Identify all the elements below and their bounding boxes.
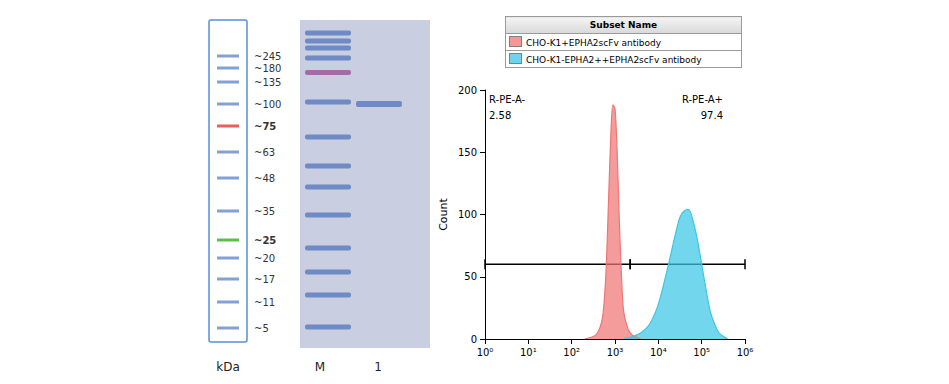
html-text:Subset Name: Subset Name: [589, 20, 658, 30]
svg-text:~17: ~17: [254, 274, 275, 285]
svg-text:~180: ~180: [254, 63, 281, 74]
svg-text:~11: ~11: [254, 297, 275, 308]
svg-text:M: M: [315, 360, 325, 374]
svg-text:~100: ~100: [254, 99, 281, 110]
svg-text:10²: 10²: [563, 347, 580, 358]
svg-text:10⁶: 10⁶: [737, 347, 754, 358]
svg-text:~135: ~135: [254, 77, 281, 88]
svg-text:~63: ~63: [254, 147, 275, 158]
svg-text:~48: ~48: [254, 173, 275, 184]
svg-text:0: 0: [471, 334, 477, 345]
svg-text:97.4: 97.4: [701, 110, 723, 121]
svg-text:10⁰: 10⁰: [477, 347, 494, 358]
svg-text:150: 150: [458, 147, 477, 158]
svg-text:Count: Count: [437, 197, 450, 230]
svg-text:10³: 10³: [607, 347, 624, 358]
svg-text:1: 1: [374, 360, 382, 374]
svg-text:10⁴: 10⁴: [650, 347, 667, 358]
svg-text:50: 50: [464, 271, 477, 282]
svg-text:R-PE-A-: R-PE-A-: [489, 94, 526, 105]
svg-text:10¹: 10¹: [520, 347, 537, 358]
svg-text:2.58: 2.58: [489, 110, 511, 121]
svg-text:~5: ~5: [254, 323, 269, 334]
svg-text:R-PE-A+: R-PE-A+: [682, 94, 723, 105]
svg-text:~25: ~25: [254, 235, 276, 246]
svg-text:kDa: kDa: [216, 360, 240, 374]
html-text:CHO-K1-EPHA2++EPHA2scFv antibo: CHO-K1-EPHA2++EPHA2scFv antibody: [526, 55, 702, 65]
html-text:CHO-K1+EPHA2scFv antibody: CHO-K1+EPHA2scFv antibody: [526, 38, 662, 48]
svg-text:10⁵: 10⁵: [693, 347, 710, 358]
svg-text:~20: ~20: [254, 253, 275, 264]
svg-text:~245: ~245: [254, 51, 281, 62]
svg-text:100: 100: [458, 209, 477, 220]
svg-text:~35: ~35: [254, 206, 275, 217]
svg-text:200: 200: [458, 85, 477, 96]
svg-text:~75: ~75: [254, 121, 276, 132]
